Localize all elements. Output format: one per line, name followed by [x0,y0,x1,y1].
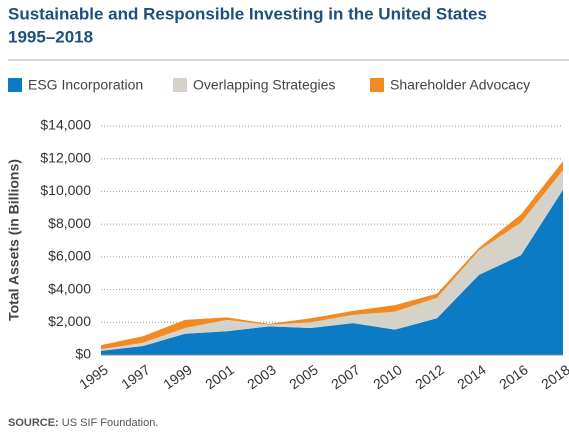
x-tick-label: 2005 [286,361,321,392]
chart-title: Sustainable and Responsible Investing in… [8,4,487,23]
x-tick-label: 1997 [118,361,153,392]
x-tick-label: 1999 [160,361,195,392]
x-tick-label: 2003 [244,361,279,392]
y-axis-title: Total Assets (in Billions) [6,159,22,321]
y-tick-label: $14,000 [40,117,91,133]
legend-label: ESG Incorporation [28,77,143,93]
y-tick-label: $12,000 [40,149,91,165]
x-tick-label: 2018 [538,361,569,392]
y-tick-label: $8,000 [48,215,91,231]
y-tick-label: $6,000 [48,248,91,264]
y-tick-label: $4,000 [48,280,91,296]
x-tick-label: 2014 [454,361,489,392]
x-tick-label: 2010 [370,361,405,392]
x-tick-label: 2001 [202,361,237,392]
source: SOURCE: US SIF Foundation. [8,417,158,429]
source-text: US SIF Foundation. [62,417,159,429]
legend-swatch [173,78,187,92]
legend-swatch [8,78,22,92]
x-tick-label: 2007 [328,361,363,392]
area [101,170,563,351]
legend-label: Shareholder Advocacy [390,77,530,93]
source-label: SOURCE: [8,417,59,429]
legend-label: Overlapping Strategies [193,77,335,93]
legend-swatch [370,78,384,92]
x-tick-label: 2016 [496,361,531,392]
y-tick-label: $0 [75,346,91,362]
x-tick-label: 2012 [412,361,447,392]
area [101,189,563,355]
y-tick-label: $2,000 [48,313,91,329]
chart-subtitle: 1995–2018 [8,27,93,46]
x-tick-label: 1995 [76,361,111,392]
y-tick-label: $10,000 [40,182,91,198]
